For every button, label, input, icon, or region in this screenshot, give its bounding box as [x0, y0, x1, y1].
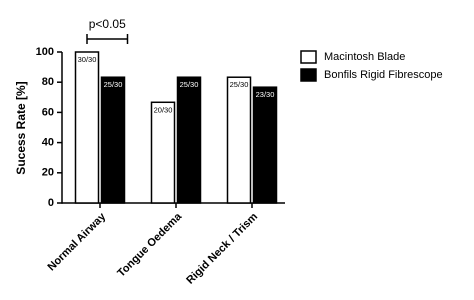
y-tick-label: 0 — [48, 197, 54, 209]
bar — [176, 76, 202, 204]
legend-swatch — [300, 68, 317, 82]
bar — [150, 101, 176, 204]
bar — [100, 76, 126, 204]
value-label: 20/30 — [154, 105, 173, 114]
bar — [252, 86, 278, 204]
value-label: 30/30 — [78, 55, 97, 64]
legend-label: Bonfils Rigid Fibrescope — [324, 69, 443, 81]
y-tick-label: 40 — [42, 137, 54, 149]
legend-label: Macintosh Blade — [324, 51, 405, 63]
x-tick-label: Normal Airway — [46, 210, 109, 273]
y-axis-label: Sucess Rate [%] — [14, 81, 28, 174]
x-tick-label: Tongue Oedema — [115, 210, 184, 279]
y-tick-label: 80 — [42, 76, 54, 88]
y-tick-label: 60 — [42, 106, 54, 118]
x-tick-label: Rigid Neck / Trism — [184, 211, 260, 287]
y-tick-label: 20 — [42, 167, 54, 179]
value-label: 23/30 — [256, 90, 275, 99]
bar — [74, 51, 100, 204]
bar — [226, 76, 252, 204]
value-label: 25/30 — [230, 80, 249, 89]
annotation: p<0.05 — [89, 17, 126, 31]
value-label: 25/30 — [180, 80, 199, 89]
legend-swatch — [300, 50, 317, 64]
y-tick-label: 100 — [36, 46, 54, 58]
value-label: 25/30 — [104, 80, 123, 89]
